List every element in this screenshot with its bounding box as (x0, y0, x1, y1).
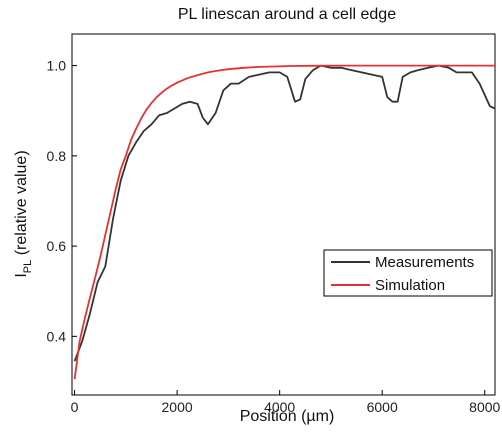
x-tick-label: 6000 (367, 399, 398, 415)
legend-box (323, 249, 493, 297)
plot-frame (71, 33, 496, 396)
series-layer (73, 64, 496, 380)
x-tick-label: 4000 (264, 399, 295, 415)
series-line-simulation (73, 64, 495, 380)
y-axis-label: IPL (relative value) (13, 150, 34, 277)
legend-label-measurements: Measurements (375, 254, 474, 271)
chart-title: PL linescan around a cell edge (178, 6, 396, 23)
plot-area: 0 2000 4000 6000 8000 0.4 0.6 0.8 1.0 (47, 33, 501, 415)
x-axis-label: Position (µm) (240, 408, 335, 425)
y-axis-ticks: 0.4 0.6 0.8 1.0 (47, 58, 77, 344)
y-axis-label-rest: (relative value) (13, 150, 30, 259)
legend: Measurements Simulation (323, 249, 493, 297)
x-tick-label: 2000 (162, 399, 193, 415)
y-tick-label: 1.0 (47, 58, 67, 74)
y-axis-label-subscript: PL (22, 260, 34, 273)
x-axis-ticks: 0 2000 4000 6000 8000 (71, 390, 501, 415)
series-line-measurements (73, 64, 496, 362)
legend-label-simulation: Simulation (375, 277, 445, 294)
x-tick-label: 8000 (469, 399, 500, 415)
y-tick-label: 0.6 (47, 238, 67, 254)
x-tick-label: 0 (71, 399, 79, 415)
y-tick-label: 0.8 (47, 148, 67, 164)
y-axis-label-main: I (13, 273, 30, 277)
y-tick-label: 0.4 (47, 328, 67, 344)
